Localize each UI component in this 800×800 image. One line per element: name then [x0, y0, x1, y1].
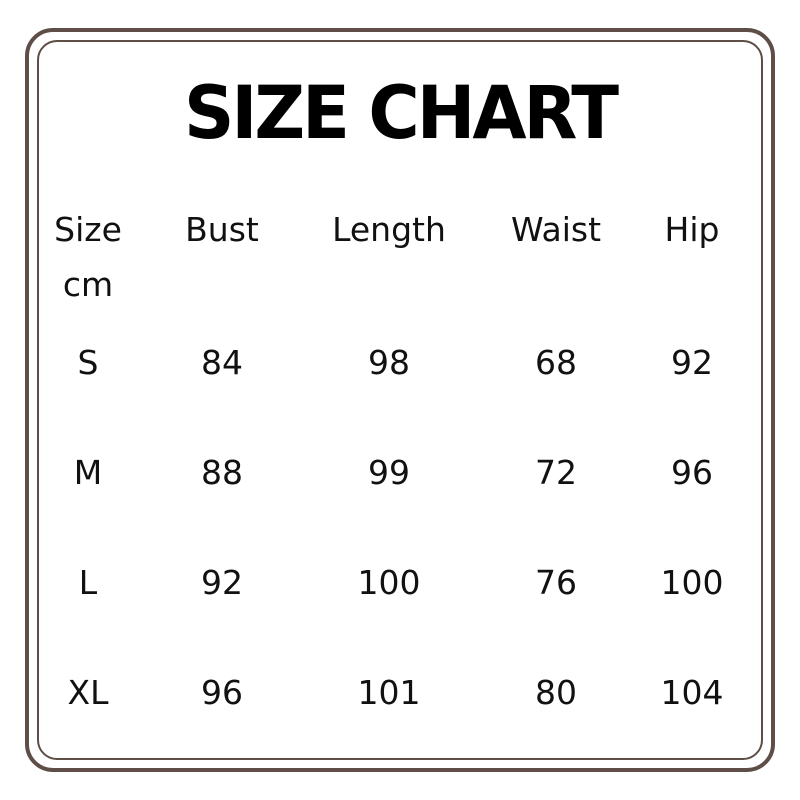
column-header: Length [332, 210, 446, 249]
page-title: SIZE CHART [183, 69, 619, 157]
column-header: Hip [664, 210, 720, 249]
table-cell: 72 [535, 453, 577, 492]
table-cell: 88 [201, 453, 243, 492]
inner-frame [37, 40, 763, 760]
size-label: XL [67, 673, 109, 712]
table-cell: 101 [357, 673, 421, 712]
size-label: L [78, 563, 98, 602]
table-cell: 96 [671, 453, 713, 492]
column-header: Waist [510, 210, 602, 249]
table-cell: 96 [201, 673, 243, 712]
table-cell: 92 [201, 563, 243, 602]
size-label: M [73, 453, 103, 492]
table-cell: 100 [357, 563, 421, 602]
table-cell: 84 [201, 343, 243, 382]
size-label: S [77, 343, 99, 382]
table-cell: 100 [660, 563, 724, 602]
outer-frame [25, 28, 775, 772]
table-cell: 98 [368, 343, 410, 382]
table-cell: 99 [368, 453, 410, 492]
column-header: Size [54, 210, 122, 249]
table-cell: 76 [535, 563, 577, 602]
table-cell: 68 [535, 343, 577, 382]
unit-label: cm [62, 265, 114, 304]
table-cell: 80 [535, 673, 577, 712]
table-cell: 92 [671, 343, 713, 382]
table-cell: 104 [660, 673, 724, 712]
column-header: Bust [185, 210, 259, 249]
